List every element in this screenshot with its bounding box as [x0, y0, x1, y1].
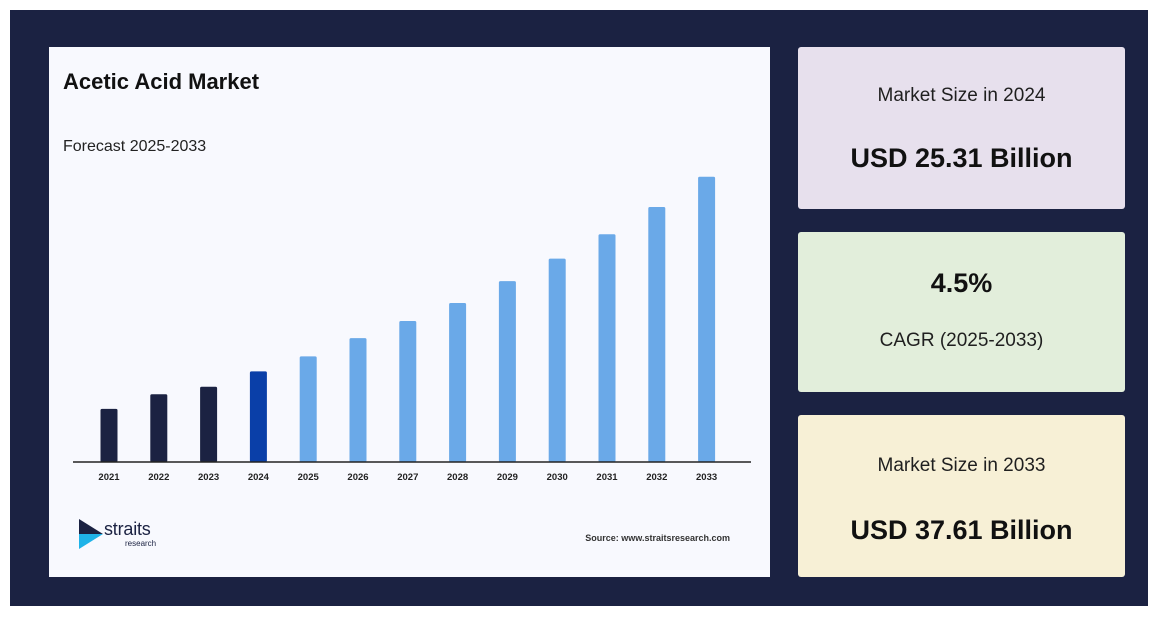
- x-tick-label-2022: 2022: [148, 472, 169, 483]
- x-tick-label-2027: 2027: [397, 472, 418, 483]
- x-tick-label-2026: 2026: [347, 472, 368, 483]
- chart-title: Acetic Acid Market: [63, 69, 260, 94]
- bar-2025: [299, 356, 317, 462]
- bar-2032: [648, 207, 666, 462]
- x-tick-label-2024: 2024: [248, 472, 270, 483]
- x-tick-label-2033: 2033: [696, 472, 717, 483]
- chart-panel: Acetic Acid Market Forecast 2025-2033 20…: [49, 47, 770, 577]
- straits-logo: straits research: [77, 517, 177, 557]
- logo-subtext: research: [125, 539, 157, 548]
- bar-2024: [249, 371, 267, 462]
- source-note: Source: www.straitsresearch.com: [585, 533, 730, 543]
- x-tick-label-2023: 2023: [198, 472, 219, 483]
- bar-2028: [449, 303, 467, 462]
- market-size-2033-value: USD 37.61 Billion: [850, 515, 1073, 545]
- market-size-2024-label: Market Size in 2024: [877, 85, 1046, 106]
- logo-name: straits: [104, 519, 151, 539]
- bar-2029: [498, 281, 516, 462]
- bar-2023: [200, 386, 218, 462]
- x-tick-label-2030: 2030: [547, 472, 568, 483]
- bar-2026: [349, 338, 367, 462]
- bar-2027: [399, 321, 417, 462]
- x-tick-label-2031: 2031: [596, 472, 618, 483]
- chart-subtitle: Forecast 2025-2033: [63, 138, 207, 155]
- cagr-card: 4.5% CAGR (2025-2033): [798, 232, 1125, 392]
- market-size-2024-value: USD 25.31 Billion: [850, 143, 1073, 173]
- cagr-value: 4.5%: [930, 268, 993, 298]
- market-size-2024-card: Market Size in 2024 USD 25.31 Billion: [798, 47, 1125, 209]
- bar-2031: [598, 234, 616, 462]
- x-tick-label-2029: 2029: [497, 472, 518, 483]
- x-tick-label-2021: 2021: [98, 472, 120, 483]
- x-tick-label-2025: 2025: [298, 472, 320, 483]
- bar-chart: 2021 2022 2023 2024 2025 2026 2027 2028 2029 2030…: [73, 176, 751, 483]
- x-tick-label-2028: 2028: [447, 472, 468, 483]
- bar-2033: [698, 176, 716, 462]
- bar-2022: [150, 394, 168, 462]
- market-size-2033-card: Market Size in 2033 USD 37.61 Billion: [798, 415, 1125, 577]
- infographic-frame: Acetic Acid Market Forecast 2025-2033 20…: [10, 10, 1148, 606]
- logo-mark-icon: [79, 519, 103, 549]
- market-size-2033-label: Market Size in 2033: [877, 455, 1046, 476]
- bar-2030: [548, 258, 566, 462]
- cagr-label: CAGR (2025-2033): [879, 330, 1044, 351]
- x-tick-label-2032: 2032: [646, 472, 667, 483]
- bar-2021: [100, 408, 118, 462]
